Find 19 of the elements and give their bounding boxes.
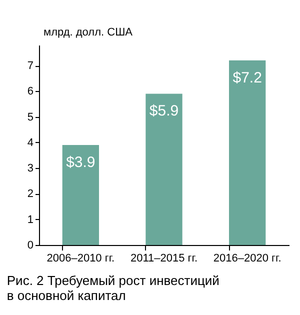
y-tick-label: 4 [27, 136, 34, 149]
x-tick-label: 2016–2020 гг. [213, 252, 282, 264]
bar [146, 94, 182, 245]
y-tick-label: 0 [27, 240, 34, 252]
data-label: $7.2 [232, 69, 262, 86]
y-tick-label: 3 [27, 162, 34, 175]
x-tick-label: 2011–2015 гг. [130, 252, 198, 264]
y-tick-label: 2 [27, 188, 34, 200]
data-label: $5.9 [149, 102, 179, 120]
text: Рис. 2 Требуемый рост инвестиций в основной капитал [6, 273, 220, 303]
y-tick-label: 6 [27, 86, 34, 98]
y-tick-label: 1 [27, 214, 34, 226]
y-tick-label: 7 [27, 60, 34, 72]
y-axis-title: млрд. долл. США [44, 26, 134, 38]
bar [229, 60, 266, 245]
data-label: $3.9 [66, 154, 96, 171]
bar [62, 145, 99, 245]
y-tick-label: 5 [27, 111, 34, 124]
x-tick-label: 2006–2010 гг. [46, 252, 115, 264]
